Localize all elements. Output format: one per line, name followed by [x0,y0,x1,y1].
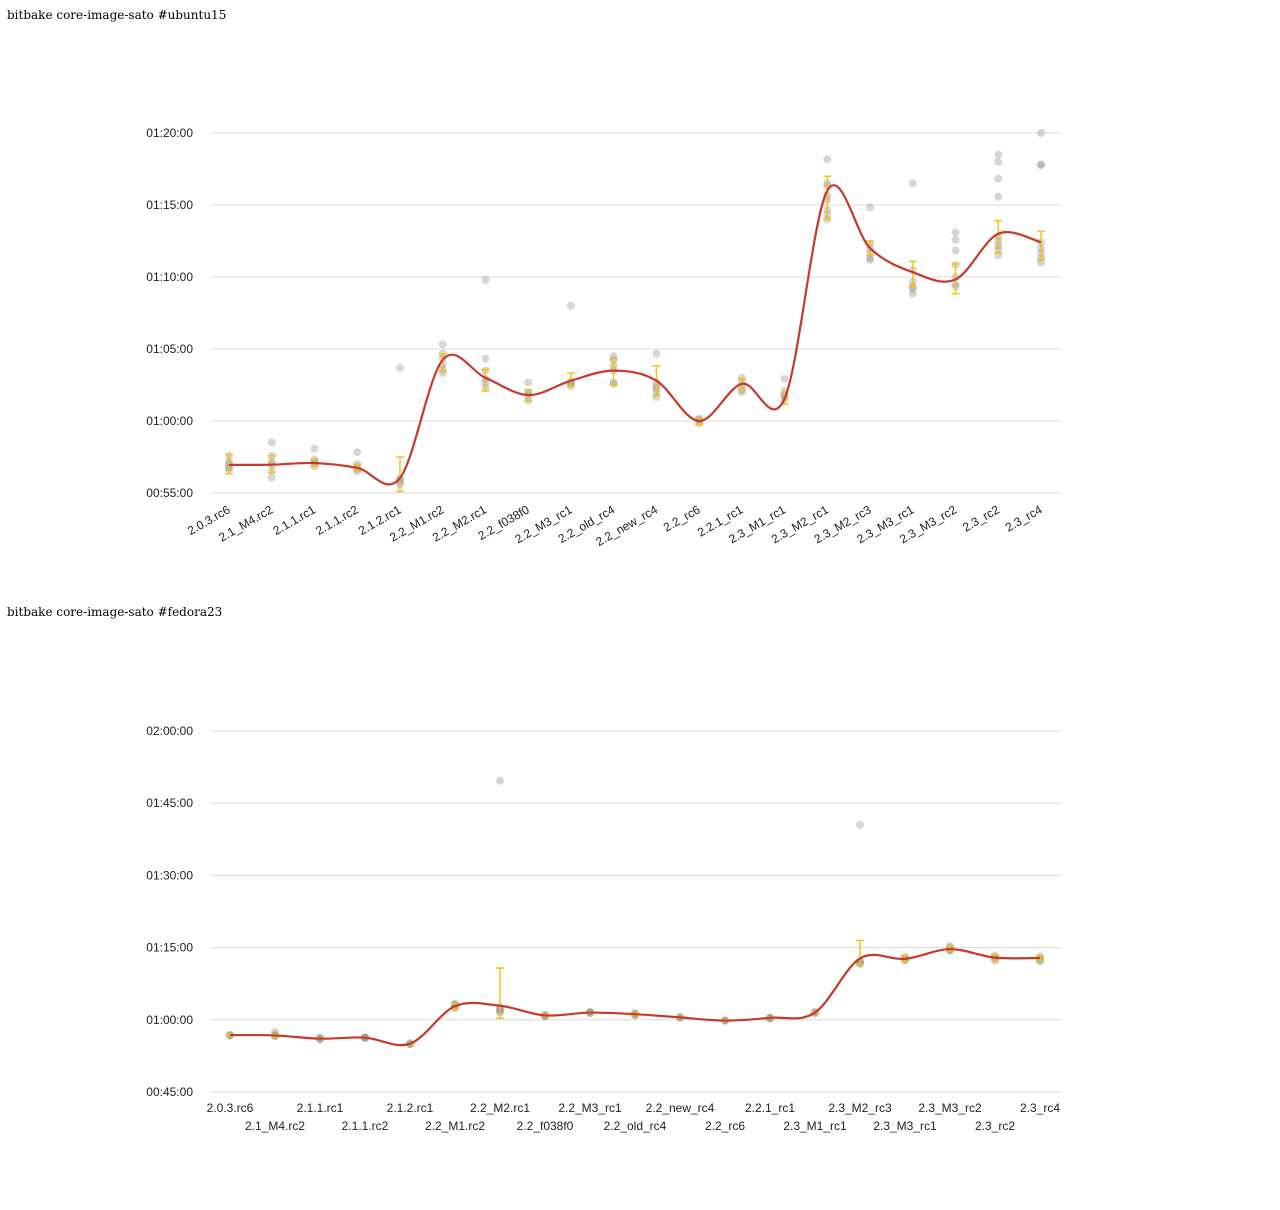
x-tick-label: 2.3_M3_rc1 [873,1119,937,1133]
y-tick-label: 01:15:00 [146,941,193,955]
sample-point [438,340,447,349]
sample-point [524,378,533,387]
error-bar [438,353,447,372]
y-tick-label: 00:45:00 [146,1085,193,1099]
sample-point [395,363,404,372]
x-tick-label: 2.2_M1.rc2 [425,1119,485,1133]
x-tick-label: 2.1.1.rc1 [271,502,319,538]
y-tick-label: 02:00:00 [146,724,193,738]
mean-trend-line [228,184,1042,486]
sample-point [908,289,917,298]
x-tick-label: 2.1.2.rc1 [387,1101,434,1115]
y-tick-label: 01:20:00 [146,126,193,140]
sample-point [951,228,960,237]
x-tick-label: 2.3_M1_rc1 [783,1119,847,1133]
sample-point [267,473,276,482]
sample-point [310,444,319,453]
x-tick-label: 2.3_rc2 [960,502,1002,534]
sample-point [737,373,746,382]
x-tick-label: 2.3_M3_rc2 [918,1101,982,1115]
error-bar [395,456,404,493]
error-bar [823,175,832,221]
sample-point [566,301,575,310]
error-bar [1037,230,1045,260]
sample-point [481,354,490,363]
chart-title-ubuntu15: bitbake core-image-sato #ubuntu15 [7,8,227,22]
sample-point [1037,129,1045,137]
sample-point [780,375,789,383]
x-tick-label: 2.2_old_rc4 [604,1119,667,1133]
sample-point [1037,258,1045,267]
error-bar [481,368,490,392]
sample-point [994,157,1003,166]
x-tick-label: 2.3_rc4 [1003,502,1045,534]
sample-point [951,246,960,255]
x-tick-label: 2.2.1_rc1 [745,1101,795,1115]
mean-trend-line [229,948,1041,1047]
sample-point [652,393,661,401]
error-bar [856,939,864,966]
sample-point [866,203,875,212]
x-tick-label: 2.2_M2.rc1 [470,1101,530,1115]
x-tick-label: 2.1.1.rc1 [297,1101,344,1115]
y-tick-label: 00:55:00 [146,486,193,500]
x-tick-label: 2.2_rc6 [705,1119,745,1133]
sample-point [609,352,618,361]
error-bar [609,359,618,386]
sample-point [994,174,1003,183]
sample-point [1037,161,1045,170]
x-tick-label: 2.1.1.rc2 [342,1119,389,1133]
sample-point [1037,160,1045,169]
x-tick-label: 2.2_M3_rc1 [558,1101,622,1115]
chart-ubuntu15: 00:55:00 01:00:00 01:05:00 01:10:00 01:15:00… [146,126,1062,549]
sample-point [267,438,276,447]
sample-point [908,179,917,188]
chart-fedora23: 00:45:00 01:00:00 01:15:00 01:30:00 01:45:00… [146,724,1062,1133]
sample-point [994,150,1003,159]
sample-point [1036,957,1044,966]
sample-point [856,820,864,829]
error-bar [994,219,1003,254]
x-tick-label: 2.2_f038f0 [517,1119,574,1133]
x-tick-label: 2.1_M4.rc2 [245,1119,305,1133]
sample-point [951,235,960,244]
sample-point [823,155,832,164]
y-tick-label: 01:10:00 [146,270,193,284]
y-tick-label: 01:05:00 [146,342,193,356]
sample-point [994,192,1003,201]
error-bar [496,967,504,1019]
error-bar [908,260,917,288]
sample-point [496,776,504,785]
sample-point [652,349,661,358]
sample-point [481,275,490,284]
y-tick-label: 01:45:00 [146,796,193,810]
sample-point [353,448,362,457]
x-tick-label: 2.3_M2_rc3 [828,1101,892,1115]
sample-point [866,256,875,265]
y-tick-label: 01:30:00 [146,868,193,882]
x-tick-label: 2.3_rc2 [975,1119,1015,1133]
y-tick-label: 01:00:00 [146,414,193,428]
x-tick-label: 2.3_rc4 [1020,1101,1060,1115]
y-tick-label: 01:00:00 [146,1013,193,1027]
y-tick-label: 01:15:00 [146,198,193,212]
chart-title-fedora23: bitbake core-image-sato #fedora23 [7,605,223,619]
x-tick-label: 2.0.3.rc6 [207,1101,254,1115]
x-tick-label: 2.1.1.rc2 [313,502,361,538]
x-tick-label: 2.2_new_rc4 [646,1101,715,1115]
